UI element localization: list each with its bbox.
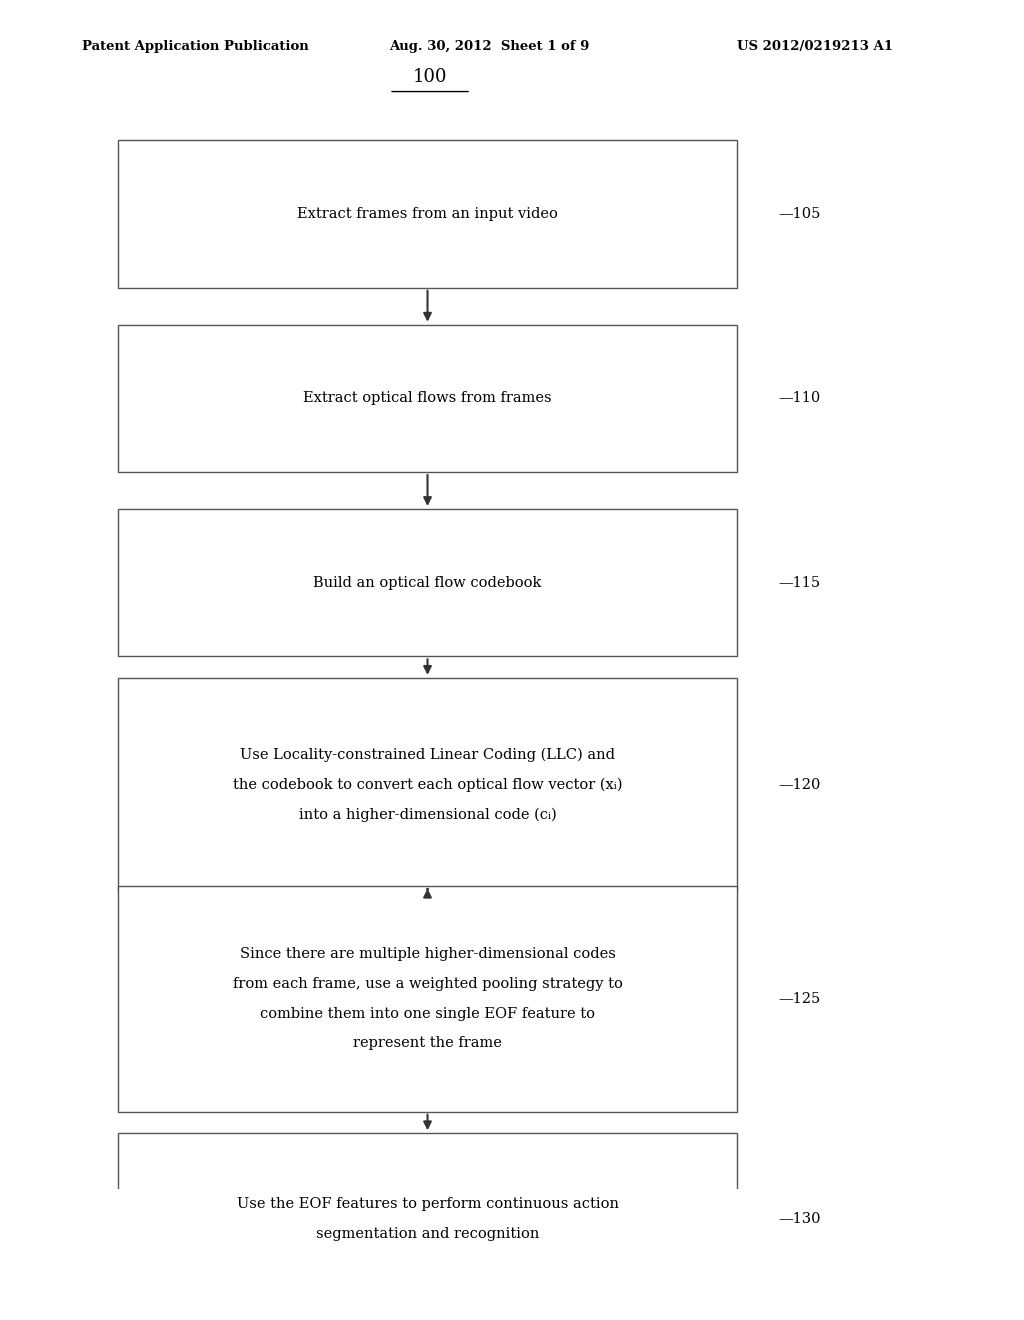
Text: segmentation and recognition: segmentation and recognition [315, 1226, 540, 1241]
Text: Aug. 30, 2012  Sheet 1 of 9: Aug. 30, 2012 Sheet 1 of 9 [389, 40, 590, 53]
Text: Use the EOF features to perform continuous action: Use the EOF features to perform continuo… [237, 1197, 618, 1210]
Text: Since there are multiple higher-dimensional codes: Since there are multiple higher-dimensio… [240, 948, 615, 961]
Text: —125: —125 [778, 991, 820, 1006]
FancyBboxPatch shape [118, 140, 737, 288]
Text: —110: —110 [778, 391, 820, 405]
Text: —130: —130 [778, 1212, 821, 1226]
Text: Extract frames from an input video: Extract frames from an input video [297, 207, 558, 220]
Text: —120: —120 [778, 777, 820, 792]
FancyBboxPatch shape [118, 1133, 737, 1304]
FancyBboxPatch shape [118, 886, 737, 1111]
Text: from each frame, use a weighted pooling strategy to: from each frame, use a weighted pooling … [232, 977, 623, 991]
Text: Patent Application Publication: Patent Application Publication [82, 40, 308, 53]
Text: into a higher-dimensional code (cᵢ): into a higher-dimensional code (cᵢ) [299, 808, 556, 821]
Text: —105: —105 [778, 207, 820, 220]
Text: 100: 100 [413, 69, 447, 86]
Text: US 2012/0219213 A1: US 2012/0219213 A1 [737, 40, 893, 53]
FancyBboxPatch shape [118, 677, 737, 892]
Text: combine them into one single EOF feature to: combine them into one single EOF feature… [260, 1007, 595, 1020]
Text: represent the frame: represent the frame [353, 1036, 502, 1051]
Text: —115: —115 [778, 576, 820, 590]
Text: Use Locality-constrained Linear Coding (LLC) and: Use Locality-constrained Linear Coding (… [240, 748, 615, 762]
Text: the codebook to convert each optical flow vector (xᵢ): the codebook to convert each optical flo… [232, 777, 623, 792]
Text: Extract optical flows from frames: Extract optical flows from frames [303, 391, 552, 405]
FancyBboxPatch shape [118, 510, 737, 656]
Text: Build an optical flow codebook: Build an optical flow codebook [313, 576, 542, 590]
FancyBboxPatch shape [118, 325, 737, 473]
